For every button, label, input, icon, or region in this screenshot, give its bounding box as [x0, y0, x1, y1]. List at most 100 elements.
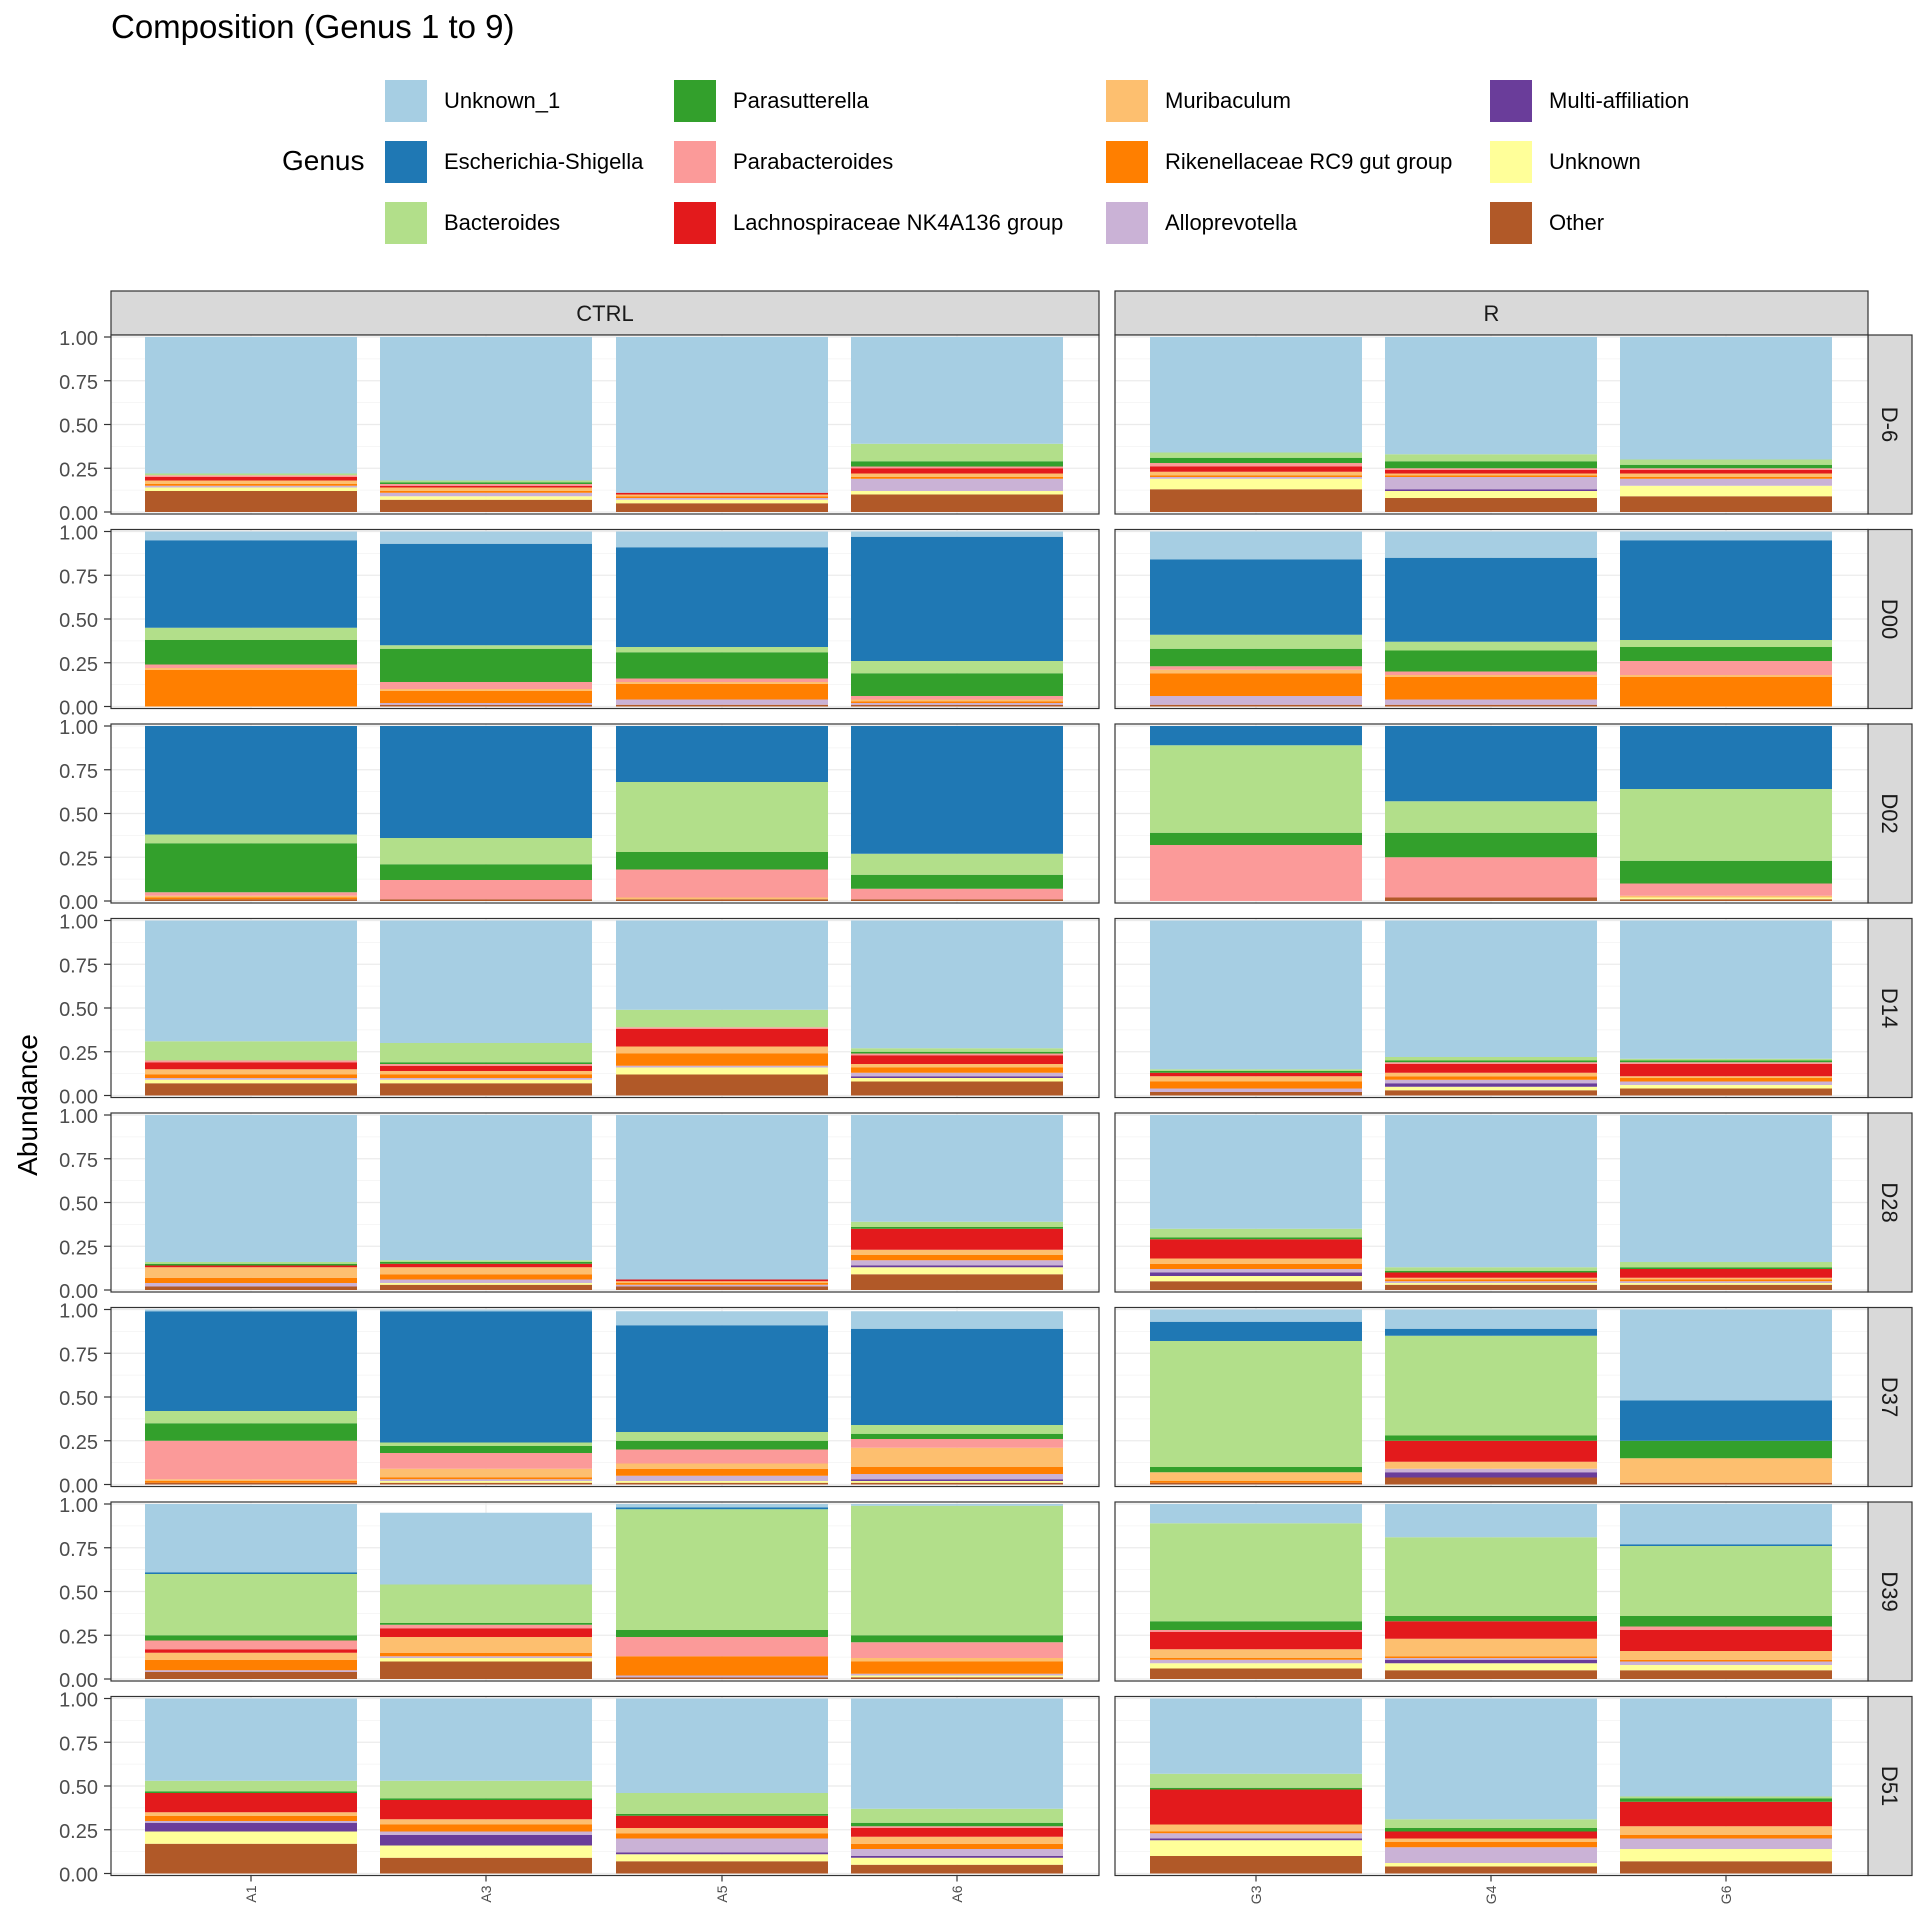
bar-segment-unknown — [1150, 1276, 1362, 1282]
bar-segment-parabacteroides — [380, 1624, 592, 1629]
bar-segment-escherichia-shigella — [1385, 726, 1597, 802]
legend-item-unknown: Unknown — [1490, 141, 1641, 183]
bar-segment-muribaculum — [1620, 473, 1832, 477]
bar-segment-muribaculum — [380, 689, 592, 691]
legend-label: Parabacteroides — [733, 149, 894, 174]
bar-segment-muribaculum — [1150, 1824, 1362, 1832]
bar-segment-rikenellaceae-rc9-gut-group — [851, 1661, 1063, 1674]
bar-segment-rikenellaceae-rc9-gut-group — [1620, 477, 1832, 479]
bar-segment-alloprevotella — [616, 1838, 828, 1853]
legend-swatch — [1490, 202, 1532, 244]
bar-segment-rikenellaceae-rc9-gut-group — [1385, 475, 1597, 477]
bar-segment-lachnospiraceae-nk4a136-group — [1385, 1831, 1597, 1839]
y-tick-label: 0.50 — [59, 1583, 98, 1605]
legend-label: Parasutterella — [733, 88, 869, 113]
bar-segment-unknown — [380, 1845, 592, 1858]
y-tick-label: 1.00 — [59, 912, 98, 934]
bar-segment-lachnospiraceae-nk4a136-group — [380, 1065, 592, 1071]
legend-label: Other — [1549, 210, 1605, 235]
bar-segment-parasutterella — [1385, 1435, 1597, 1441]
bar-segment-alloprevotella — [380, 1831, 592, 1835]
y-tick-label: 0.50 — [59, 1777, 98, 1799]
legend-swatch — [385, 141, 427, 183]
bar-segment-bacteroides — [380, 480, 592, 483]
legend-item-alloprevotella: Alloprevotella — [1106, 202, 1297, 244]
bar-segment-rikenellaceae-rc9-gut-group — [1385, 1656, 1597, 1658]
bar-segment-alloprevotella — [145, 485, 357, 488]
y-tick-label: 0.50 — [59, 999, 98, 1021]
bar-segment-lachnospiraceae-nk4a136-group — [616, 1279, 828, 1282]
bar-segment-escherichia-shigella — [145, 726, 357, 835]
bar-segment-muribaculum — [616, 1281, 828, 1283]
y-tick-label: 0.50 — [59, 416, 98, 438]
bar-segment-bacteroides — [1385, 1335, 1597, 1436]
y-tick-label: 0.00 — [59, 1281, 98, 1303]
bar-segment-unknown — [851, 1481, 1063, 1483]
bar-segment-parasutterella — [380, 1623, 592, 1625]
bar-segment-unknown — [616, 499, 828, 504]
bar-segment-muribaculum — [1385, 1277, 1597, 1280]
bar-segment-unknown-1 — [1385, 1115, 1597, 1268]
bar-segment-other — [145, 1482, 357, 1485]
bar-segment-parabacteroides — [1620, 883, 1832, 896]
facet-strip-d02 — [1867, 723, 1913, 904]
bar-segment-unknown-1 — [145, 1309, 357, 1312]
bar-segment-muribaculum — [1150, 1472, 1362, 1481]
bar-segment-lachnospiraceae-nk4a136-group — [851, 1228, 1063, 1250]
bar-segment-parasutterella — [1150, 648, 1362, 667]
bar-segment-other — [1150, 1281, 1362, 1290]
bar-segment-alloprevotella — [380, 1078, 592, 1080]
panel-border — [1114, 917, 1869, 1099]
bar-segment-unknown-1 — [616, 1311, 828, 1326]
bar-segment-escherichia-shigella — [1150, 559, 1362, 635]
bar-segment-parasutterella — [1385, 461, 1597, 469]
y-tick-label: 0.00 — [59, 1087, 98, 1109]
y-tick-label: 0.50 — [59, 805, 98, 827]
bar-segment-unknown — [145, 487, 357, 491]
bar-segment-bacteroides — [145, 1262, 357, 1264]
bar-segment-unknown-1 — [1620, 920, 1832, 1059]
bar-segment-bacteroides — [1620, 1546, 1832, 1616]
bar-segment-unknown-1 — [616, 920, 828, 1010]
legend-title: Genus — [282, 145, 365, 176]
bar-segment-lachnospiraceae-nk4a136-group — [380, 485, 592, 488]
bar-segment-unknown — [1385, 1863, 1597, 1867]
bar-segment-muribaculum — [851, 473, 1063, 477]
bar-segment-alloprevotella — [380, 1479, 592, 1481]
bar-segment-muribaculum — [1620, 1076, 1832, 1078]
legend-label: Unknown_1 — [444, 88, 561, 113]
bar-segment-rikenellaceae-rc9-gut-group — [851, 1255, 1063, 1261]
bar-segment-alloprevotella — [616, 1475, 828, 1481]
bar-segment-parasutterella — [851, 1635, 1063, 1643]
bar-segment-bacteroides — [1150, 634, 1362, 649]
bar-segment-alloprevotella — [1385, 1079, 1597, 1084]
y-tick-label: 0.00 — [59, 1476, 98, 1498]
bar-segment-rikenellaceae-rc9-gut-group — [1150, 673, 1362, 696]
bar-segment-muribaculum — [1150, 471, 1362, 476]
y-tick-label: 0.25 — [59, 1237, 98, 1259]
bar-segment-unknown-1 — [1150, 1698, 1362, 1774]
bar-segment-parabacteroides — [1385, 857, 1597, 898]
bar-segment-multi-affiliation — [380, 1835, 592, 1846]
bar-segment-parasutterella — [145, 1423, 357, 1441]
y-tick-label: 0.75 — [59, 1150, 98, 1172]
facet-strip-label: D-6 — [1877, 407, 1902, 442]
bar-segment-lachnospiraceae-nk4a136-group — [145, 1793, 357, 1813]
bar-segment-unknown-1 — [1385, 1309, 1597, 1329]
bar-segment-parasutterella — [1385, 1270, 1597, 1273]
y-tick-label: 0.25 — [59, 1626, 98, 1648]
facet-strip-label: R — [1484, 301, 1500, 326]
bar-segment-alloprevotella — [380, 492, 592, 497]
bar-segment-muribaculum — [616, 897, 828, 900]
bar-segment-parabacteroides — [1150, 1630, 1362, 1632]
x-tick-label: G4 — [1483, 1885, 1499, 1904]
bar-segment-rikenellaceae-rc9-gut-group — [380, 1824, 592, 1832]
bar-segment-parasutterella — [380, 1262, 592, 1264]
bar-segment-alloprevotella — [1620, 478, 1832, 486]
bar-segment-bacteroides — [851, 853, 1063, 875]
bar-segment-other — [616, 704, 828, 707]
bar-segment-bacteroides — [851, 443, 1063, 462]
bar-segment-lachnospiraceae-nk4a136-group — [1620, 470, 1832, 474]
bar-segment-parasutterella — [1150, 1467, 1362, 1473]
bar-segment-rikenellaceae-rc9-gut-group — [380, 1274, 592, 1280]
